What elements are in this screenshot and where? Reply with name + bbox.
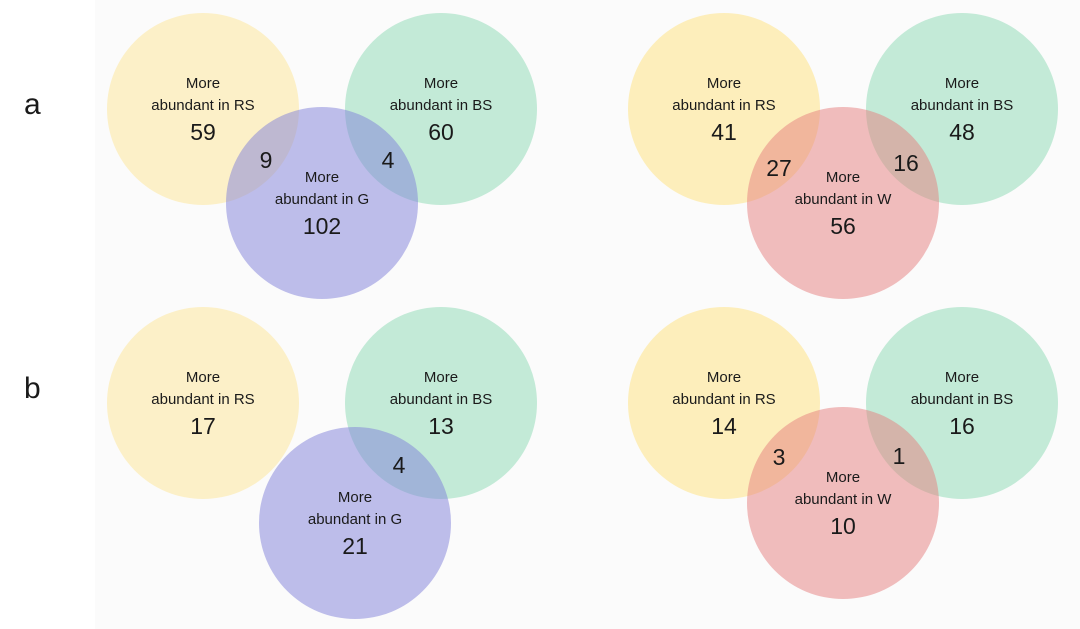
bs-w-overlap-count: 1 (893, 443, 906, 469)
rs-g-overlap-count: 9 (260, 147, 273, 173)
rs-more-label: More (186, 369, 220, 386)
bs-count: 16 (949, 413, 975, 439)
circle-rs (107, 307, 299, 499)
bs-count: 60 (428, 119, 454, 145)
rs-abundant-label: abundant in RS (672, 97, 775, 114)
rs-abundant-label: abundant in RS (672, 391, 775, 408)
g-count: 21 (342, 533, 368, 559)
g-more-label: More (338, 489, 372, 506)
rs-count: 14 (711, 413, 737, 439)
rs-abundant-label: abundant in RS (151, 391, 254, 408)
venn-b-right: More abundant in RS 14 More abundant in … (628, 307, 1058, 599)
rs-count: 41 (711, 119, 737, 145)
bs-abundant-label: abundant in BS (390, 97, 493, 114)
bs-more-label: More (424, 369, 458, 386)
bs-more-label: More (424, 75, 458, 92)
bs-abundant-label: abundant in BS (911, 391, 1014, 408)
w-count: 56 (830, 213, 856, 239)
panel-label-b: b (24, 372, 41, 405)
bs-abundant-label: abundant in BS (911, 97, 1014, 114)
circle-w (747, 407, 939, 599)
venn-b-left: More abundant in RS 17 More abundant in … (107, 307, 537, 619)
g-more-label: More (305, 169, 339, 186)
venn-a-right: More abundant in RS 41 More abundant in … (628, 13, 1058, 299)
w-more-label: More (826, 469, 860, 486)
bs-more-label: More (945, 369, 979, 386)
w-count: 10 (830, 513, 856, 539)
rs-count: 59 (190, 119, 216, 145)
circle-g (226, 107, 418, 299)
bs-w-overlap-count: 16 (893, 150, 919, 176)
g-abundant-label: abundant in G (308, 511, 402, 528)
rs-more-label: More (707, 75, 741, 92)
w-abundant-label: abundant in W (795, 191, 893, 208)
circle-g (259, 427, 451, 619)
w-abundant-label: abundant in W (795, 491, 893, 508)
bs-count: 13 (428, 413, 454, 439)
rs-more-label: More (707, 369, 741, 386)
rs-abundant-label: abundant in RS (151, 97, 254, 114)
circle-w (747, 107, 939, 299)
venn-a-left: More abundant in RS 59 More abundant in … (107, 13, 537, 299)
g-abundant-label: abundant in G (275, 191, 369, 208)
bs-g-overlap-count: 4 (382, 147, 395, 173)
rs-more-label: More (186, 75, 220, 92)
rs-w-overlap-count: 3 (773, 444, 786, 470)
g-count: 102 (303, 213, 341, 239)
bs-g-overlap-count: 4 (393, 452, 406, 478)
bs-more-label: More (945, 75, 979, 92)
rs-w-overlap-count: 27 (766, 155, 792, 181)
panel-label-a: a (24, 88, 41, 121)
rs-count: 17 (190, 413, 216, 439)
bs-count: 48 (949, 119, 975, 145)
bs-abundant-label: abundant in BS (390, 391, 493, 408)
w-more-label: More (826, 169, 860, 186)
